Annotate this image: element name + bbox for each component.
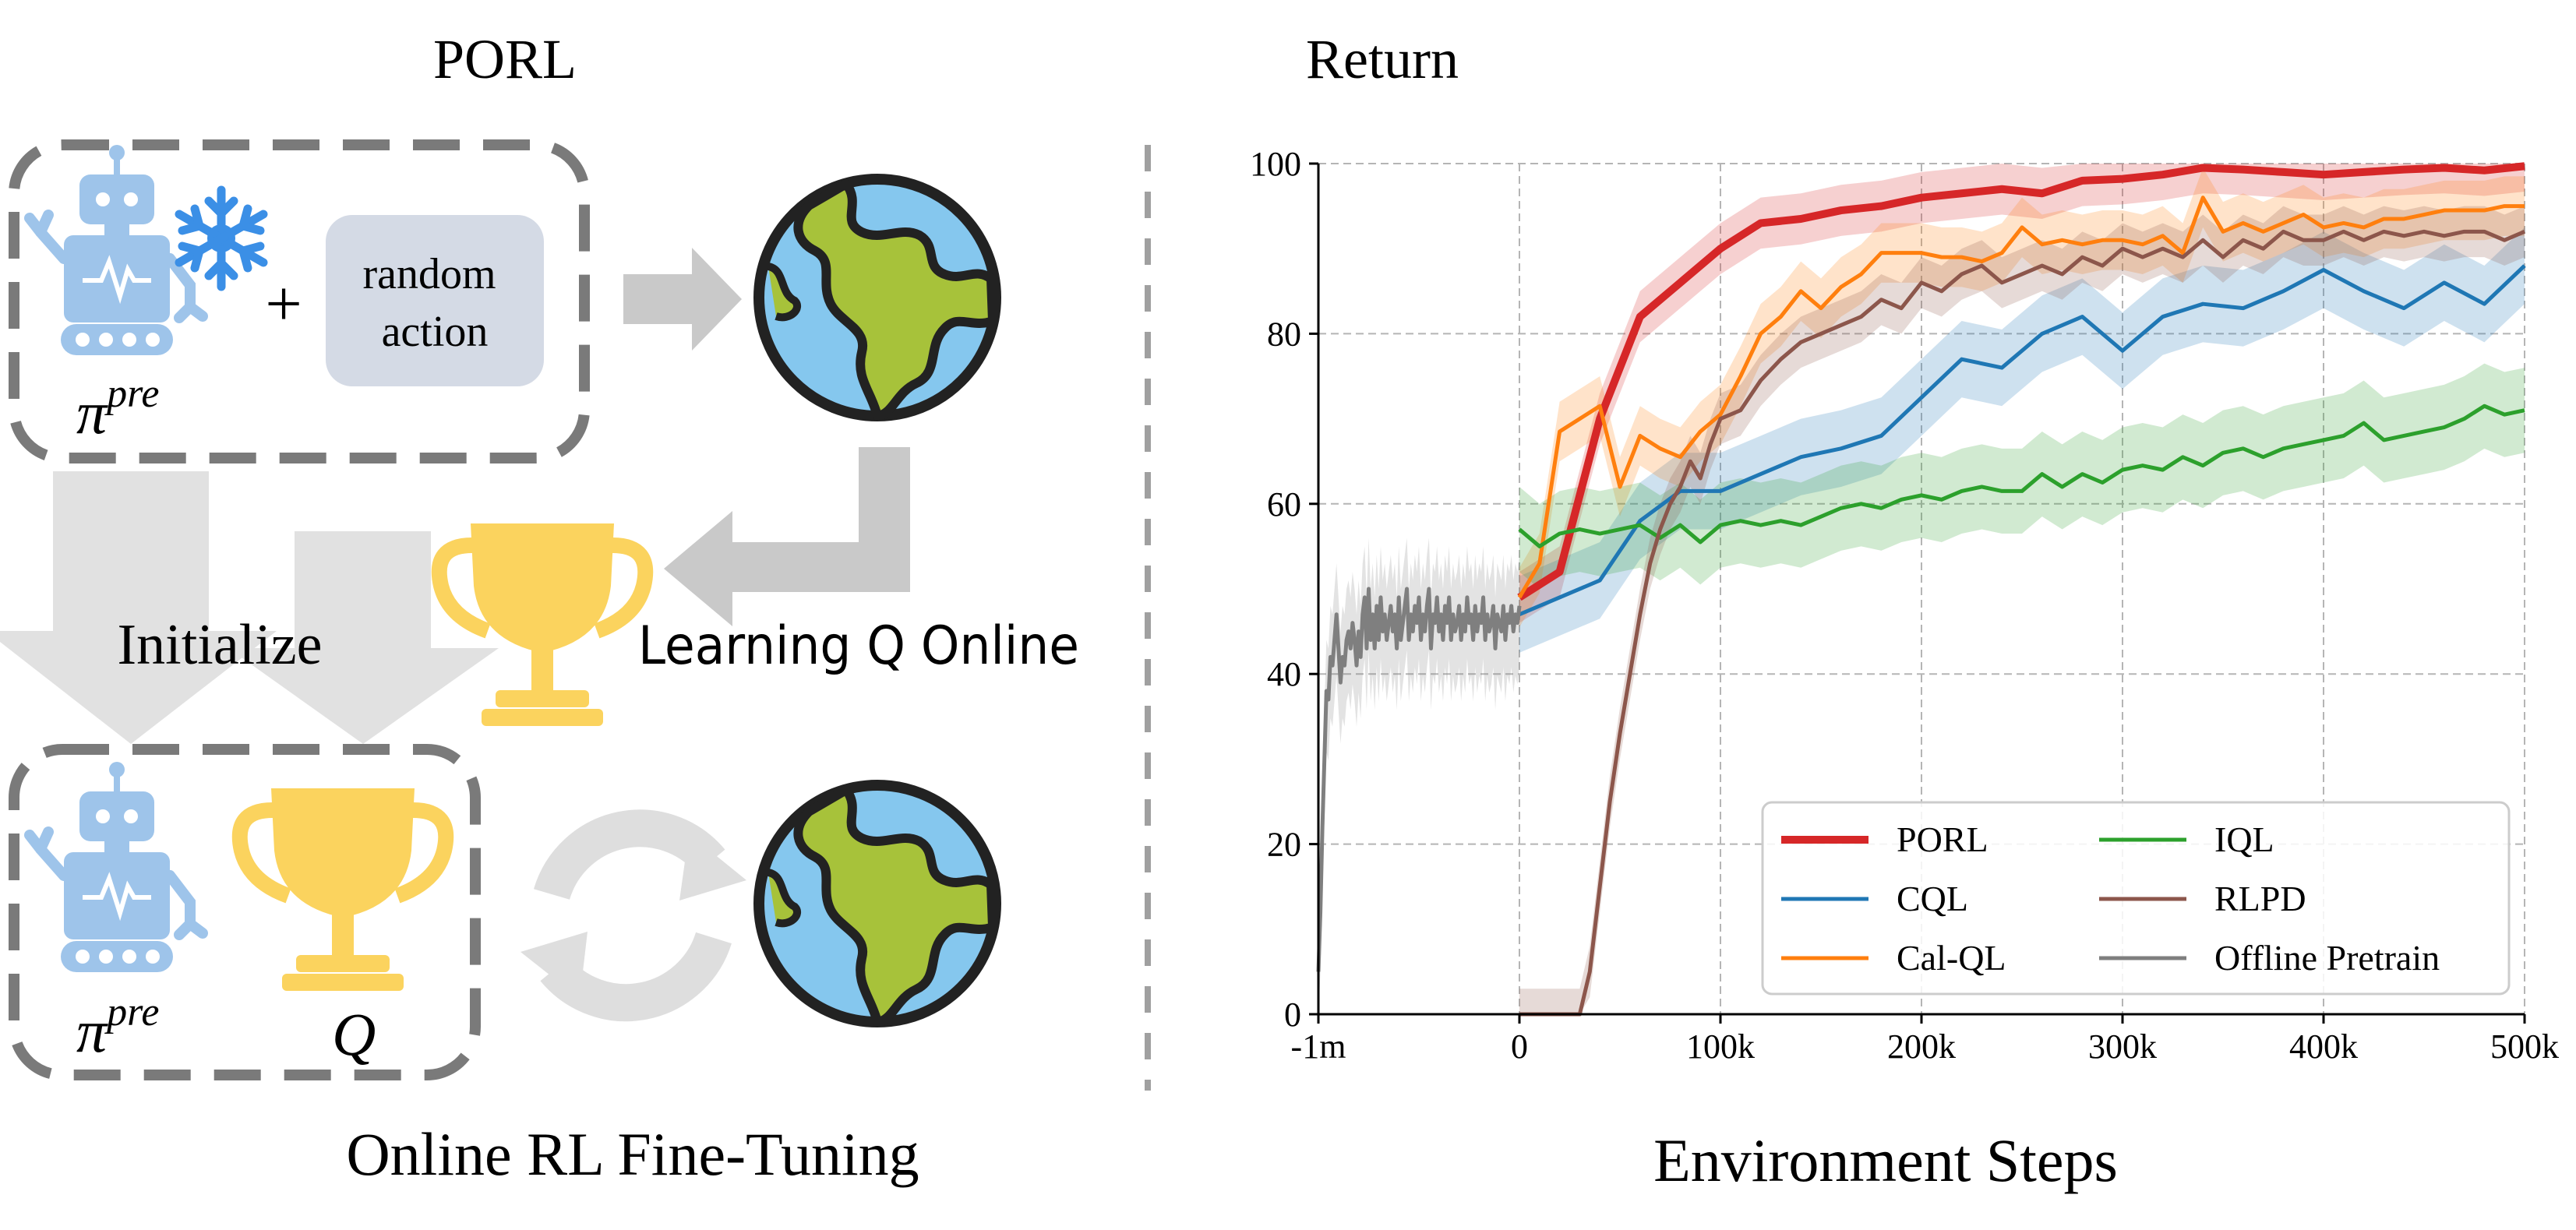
pi-pre-label-top: πpre: [76, 372, 159, 446]
porl-title: PORL: [433, 28, 577, 90]
return-chart: Return Environment Steps 0 20 40 60 80 100 -1m…: [1250, 28, 2559, 1194]
q-label: Q: [332, 1000, 376, 1068]
y-tick-label: 40: [1267, 655, 1301, 693]
trophy-icon: [239, 788, 446, 991]
x-tick-label: -1m: [1291, 1027, 1346, 1066]
cycle-arrowhead: [520, 932, 588, 999]
learning-q-online-label: Learning Q Online: [638, 615, 1079, 677]
globe-icon: [759, 785, 996, 1022]
chart-title: Return: [1306, 28, 1459, 90]
fine-tuning-box: [9, 744, 481, 1080]
line-iql: [1518, 404, 2525, 548]
globe-icon: [759, 179, 996, 416]
y-tick-label: 60: [1267, 485, 1301, 523]
porl-diagram: PORL + random action πpre: [0, 28, 1079, 1188]
init-arrow-left: [0, 471, 277, 744]
random-action-box: [326, 215, 544, 386]
line-cql: [1519, 264, 2526, 617]
initialize-label: Initialize: [118, 613, 323, 677]
init-arrow-right: [228, 531, 499, 744]
online-rl-label: Online RL Fine-Tuning: [346, 1120, 919, 1188]
x-tick-label: 300k: [2088, 1027, 2157, 1066]
x-tick-label: 200k: [1887, 1027, 1956, 1066]
legend-label: Offline Pretrain: [2214, 938, 2440, 978]
legend-label: IQL: [2214, 819, 2274, 859]
band-iql: [1519, 363, 2525, 589]
y-tick-label: 20: [1267, 826, 1301, 864]
y-tick-label: 0: [1284, 996, 1301, 1034]
trophy-icon: [439, 523, 646, 726]
line-cal-ql: [1517, 196, 2525, 599]
y-tick-label: 80: [1267, 315, 1301, 353]
line-offline-pretrain: [1316, 587, 1522, 972]
band-cql: [1519, 227, 2525, 653]
learning-arrow: [664, 447, 910, 626]
rollout-arrow: [623, 248, 742, 351]
robot-icon: [30, 145, 203, 355]
x-tick-label: 500k: [2490, 1027, 2559, 1066]
x-tick-label: 400k: [2289, 1027, 2358, 1066]
random-action-label: random action: [362, 250, 506, 356]
cycle-arrowhead: [679, 834, 746, 900]
pretrained-policy-box: [9, 139, 590, 463]
legend-label: PORL: [1897, 819, 1988, 859]
snowflake-icon: [175, 185, 268, 291]
robot-icon: [30, 762, 203, 972]
y-tick-label: 100: [1250, 145, 1301, 183]
line-porl: [1517, 162, 2525, 601]
pi-pre-label-bottom: πpre: [76, 990, 159, 1065]
legend-label: CQL: [1897, 879, 1968, 918]
x-tick-label: 100k: [1686, 1027, 1755, 1066]
x-axis-label: Environment Steps: [1653, 1126, 2118, 1194]
series-lines: [1316, 162, 2526, 1017]
legend-label: Cal-QL: [1897, 938, 2006, 978]
line-rlpd: [1519, 229, 2525, 1017]
plus-sign: +: [265, 268, 302, 340]
band-offline-pretrain: [1318, 537, 1519, 1014]
x-tick-label: 0: [1511, 1027, 1528, 1066]
legend-label: RLPD: [2214, 879, 2306, 918]
legend: PORL CQL Cal-QL IQL RLPD Offline Pretrain: [1761, 801, 2511, 996]
